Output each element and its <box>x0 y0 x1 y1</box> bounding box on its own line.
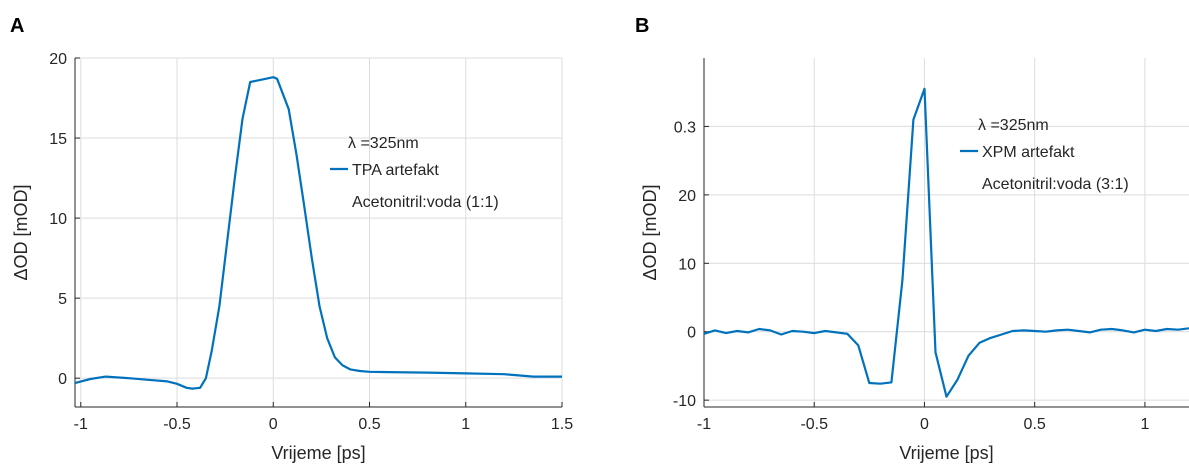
y-tick-label: 20 <box>678 188 696 205</box>
y-tick-label: 5 <box>58 291 67 308</box>
x-axis-title: Vrijeme [ps] <box>271 443 365 463</box>
panel-label: B <box>635 15 649 37</box>
plot-area <box>75 58 562 407</box>
x-tick-label: 0 <box>920 416 929 433</box>
y-tick-label: -10 <box>673 393 696 410</box>
legend-note: Acetonitril:voda (3:1) <box>982 176 1129 193</box>
x-tick-label: 0.5 <box>1024 416 1046 433</box>
x-tick-label: -0.5 <box>800 416 828 433</box>
legend-series-name: TPA artefakt <box>352 162 439 179</box>
panel-label: A <box>10 15 24 37</box>
y-tick-label: 10 <box>49 211 67 228</box>
plot-area <box>704 58 1189 407</box>
legend-annotation: λ =325nm <box>348 135 419 152</box>
chart-panel-b: -1 -0.5 0 0.5 1 -10 0 10 20 0.3 Vrijeme [ps] ΔOD [m… <box>635 15 1189 463</box>
chart-panel-a: -1 -0.5 0 0.5 1 1.5 0 5 10 15 20 Vrijeme [ps] ΔOD [m… <box>10 15 573 463</box>
y-tick-label: 0.3 <box>674 119 696 136</box>
legend-series-name: XPM artefakt <box>982 144 1075 161</box>
x-tick-label: 1 <box>1140 416 1149 433</box>
y-tick-label: 10 <box>678 256 696 273</box>
x-tick-label: -1 <box>697 416 711 433</box>
legend-note: Acetonitril:voda (1:1) <box>352 194 499 211</box>
x-tick-label: 0 <box>269 416 278 433</box>
x-tick-label: 1 <box>461 416 470 433</box>
series-line-0 <box>704 87 1189 398</box>
y-tick-label: 15 <box>49 131 67 148</box>
x-tick-label: 1.5 <box>551 416 573 433</box>
y-axis-title: ΔOD [mOD] <box>11 184 31 280</box>
legend-annotation: λ =325nm <box>978 117 1049 134</box>
y-tick-label: 0 <box>687 325 696 342</box>
series-line-0 <box>75 76 562 390</box>
x-axis-title: Vrijeme [ps] <box>899 443 993 463</box>
x-tick-label: -0.5 <box>163 416 191 433</box>
y-tick-label: 20 <box>49 51 67 68</box>
y-axis-title: ΔOD [mOD] <box>640 184 660 280</box>
x-tick-label: 0.5 <box>358 416 380 433</box>
y-tick-label: 0 <box>58 371 67 388</box>
x-tick-label: -1 <box>74 416 88 433</box>
